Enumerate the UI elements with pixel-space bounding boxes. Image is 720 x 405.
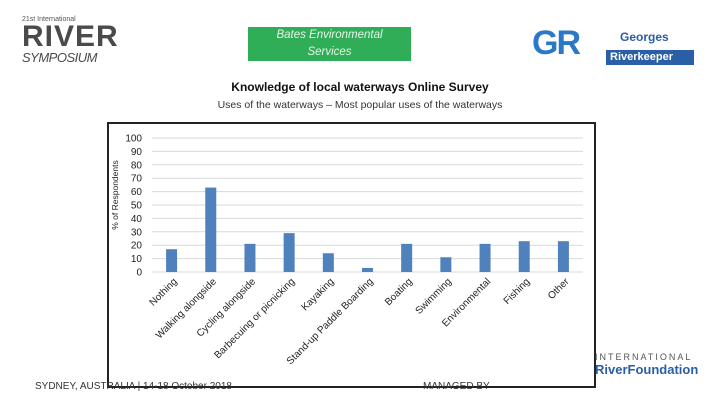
bar-walking-alongside: [205, 187, 217, 272]
riverkeeper-line1: Georges: [606, 30, 700, 44]
y-tick-label: 50: [131, 201, 143, 212]
foundation-line1: INTERNATIONAL: [595, 352, 693, 362]
chart-title: Knowledge of local waterways Online Surv…: [231, 80, 489, 94]
y-tick-label: 100: [125, 134, 142, 145]
footer-location: SYDNEY, AUSTRALIA | 14-18 October 2018: [35, 381, 232, 392]
x-tick-label: Barbecuing or picnicking: [212, 276, 297, 361]
x-tick-label: Nothing: [148, 276, 180, 308]
y-tick-label: 70: [131, 174, 143, 185]
y-tick-label: 0: [136, 268, 142, 279]
bar-chart: % of Respondents 0 10 20 30 40 50 60 70 80 90 100 No…: [110, 134, 583, 367]
y-tick-label: 30: [131, 227, 143, 238]
x-tick-label: Boating: [383, 276, 415, 308]
bar-stand-up-paddle-boarding: [362, 267, 373, 272]
chart-panel: % of Respondents 0 10 20 30 40 50 60 70 80 90 100 No…: [107, 122, 596, 388]
bar-other: [557, 241, 569, 272]
foundation-line2: RiverFoundation: [595, 362, 699, 377]
y-tick-label: 60: [131, 187, 143, 198]
x-tick-label: Other: [546, 276, 572, 302]
sponsor-line2: Services: [307, 46, 352, 58]
y-tick-label: 80: [131, 160, 143, 171]
bar-kayaking: [322, 253, 334, 272]
logo-sub-text: SYMPOSIUM: [22, 50, 97, 65]
footer-managed-by: MANAGED BY: [423, 381, 490, 392]
sponsor-line1: Bates Environmental: [276, 29, 383, 41]
gr-mark: GR: [532, 24, 581, 62]
bar-swimming: [440, 257, 452, 272]
x-tick-label: Fishing: [502, 276, 533, 307]
y-tick-label: 90: [131, 147, 143, 158]
river-symposium-logo: 21st International RIVER SYMPOSIUM: [22, 16, 119, 72]
bar-barbecuing-or-picnicking: [283, 233, 295, 272]
georges-riverkeeper-logo: GR Georges Riverkeeper: [532, 24, 700, 66]
logo-big-text: RIVER: [22, 20, 119, 53]
x-tick-label: Swimming: [414, 276, 454, 316]
bar-nothing: [166, 249, 178, 272]
y-tick-label: 40: [131, 214, 143, 225]
bar-fishing: [518, 241, 530, 272]
sponsor-banner: Bates Environmental Services: [248, 27, 411, 61]
riverkeeper-line2: Riverkeeper: [606, 50, 694, 65]
bar-boating: [401, 243, 413, 272]
y-axis-label: % of Respondents: [110, 160, 120, 229]
x-tick-label: Kayaking: [300, 276, 337, 313]
y-tick-label: 20: [131, 241, 143, 252]
bar-environmental: [479, 243, 491, 272]
river-foundation-logo: INTERNATIONAL RiverFoundation: [595, 352, 699, 386]
y-tick-label: 10: [131, 254, 143, 265]
bar-cycling-alongside: [244, 243, 256, 272]
chart-subtitle: Uses of the waterways – Most popular use…: [217, 99, 503, 111]
logo-small-text: 21st International: [22, 16, 76, 23]
